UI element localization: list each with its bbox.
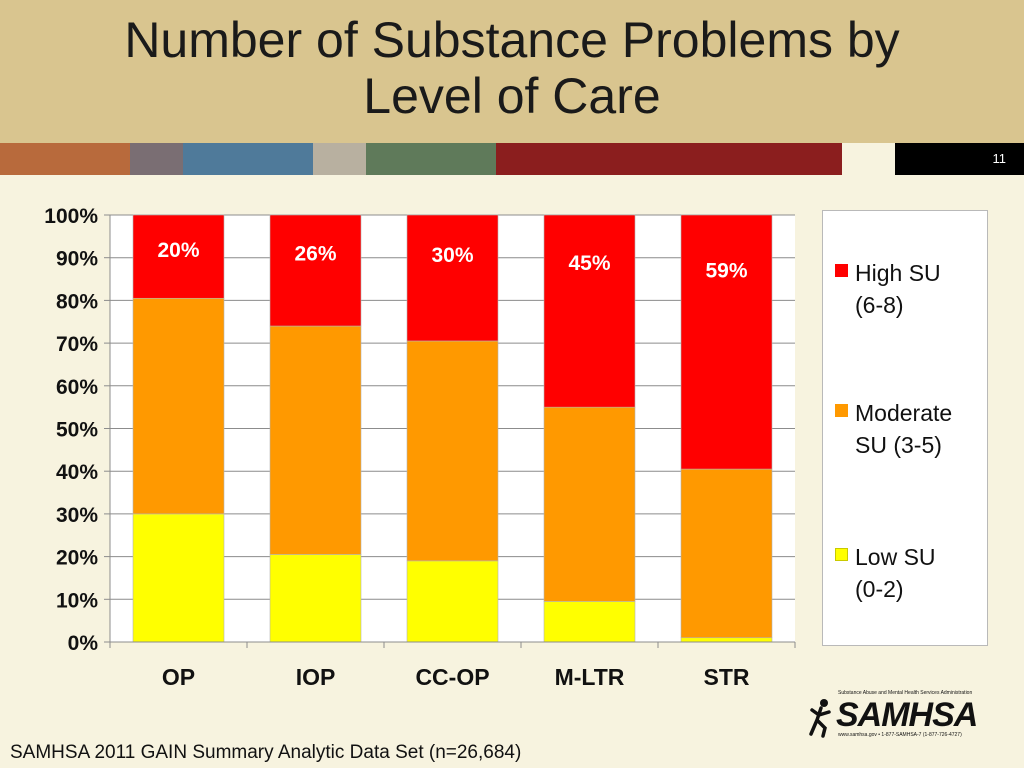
data-label: 30% <box>431 244 473 267</box>
data-label: 45% <box>568 252 610 275</box>
legend-swatch-high <box>835 264 848 277</box>
bar-segment <box>269 325 362 555</box>
x-tick-label: CC-OP <box>415 664 489 690</box>
bar-segment <box>406 214 499 342</box>
data-label: 59% <box>705 259 747 282</box>
y-tick-label: 70% <box>56 333 98 356</box>
legend-label-high-1: High SU <box>855 260 941 286</box>
strip-segment-2 <box>130 143 183 175</box>
legend-swatch-low <box>835 548 848 561</box>
slide-title-line-1: Number of Substance Problems by <box>124 12 900 68</box>
page-number: 11 <box>992 151 1007 166</box>
bar-segment <box>406 340 499 562</box>
legend-label-high-2: (6-8) <box>855 292 904 318</box>
strip-segment-8: 11 <box>895 143 1024 175</box>
bars <box>132 214 773 643</box>
x-axis: OP IOP CC-OP M-LTR STR <box>109 641 796 690</box>
bar-segment <box>406 560 499 643</box>
bar-segment <box>680 637 773 643</box>
x-tick-label: M-LTR <box>555 664 625 690</box>
legend-label-moderate-1: Moderate <box>855 400 953 426</box>
legend-swatch-moderate <box>835 404 848 417</box>
color-strip: 11 <box>0 143 1024 175</box>
samhsa-logo: Substance Abuse and Mental Health Servic… <box>808 690 978 740</box>
y-tick-label: 20% <box>56 547 98 570</box>
legend: High SU (6-8) Moderate SU (3-5) Low SU (… <box>822 210 988 646</box>
y-tick-label: 30% <box>56 504 98 527</box>
strip-segment-3 <box>183 143 313 175</box>
y-tick-label: 50% <box>56 419 98 442</box>
bar-segment <box>132 513 225 643</box>
strip-segment-1 <box>0 143 130 175</box>
running-figure-icon <box>809 699 831 738</box>
y-tick-label: 40% <box>56 461 98 484</box>
data-label: 20% <box>157 239 199 262</box>
strip-segment-5 <box>366 143 496 175</box>
bar-segment <box>132 214 225 299</box>
x-tick-label: IOP <box>296 664 336 690</box>
slide-title-line-2: Level of Care <box>363 68 661 124</box>
source-note: SAMHSA 2011 GAIN Summary Analytic Data S… <box>10 742 522 763</box>
stacked-bar-chart: 20% 26% 30% 45% 59% 0% 10% 20% 30% 40% 50% 60% 70% 8… <box>44 205 796 690</box>
bar-segment <box>680 468 773 639</box>
y-tick-label: 90% <box>56 248 98 271</box>
bar-segment <box>543 214 636 408</box>
data-labels: 20% 26% 30% 45% 59% <box>157 239 747 282</box>
x-tick-label: STR <box>704 664 750 690</box>
bar-segment <box>269 554 362 643</box>
logo-agency-name: Substance Abuse and Mental Health Servic… <box>838 690 973 696</box>
legend-label-low-2: (0-2) <box>855 576 904 602</box>
title-band: Number of Substance Problems by Level of… <box>0 0 1024 143</box>
data-label: 26% <box>294 242 336 265</box>
y-tick-label: 0% <box>68 632 99 655</box>
y-tick-label: 100% <box>44 205 98 228</box>
bar-segment <box>543 601 636 643</box>
bar-segment <box>680 214 773 470</box>
bar-segment <box>269 214 362 327</box>
strip-segment-6 <box>496 143 842 175</box>
y-tick-label: 60% <box>56 376 98 399</box>
logo-contact: www.samhsa.gov • 1-877-SAMHSA-7 (1-877-7… <box>838 732 962 738</box>
strip-segment-4 <box>313 143 366 175</box>
logo-wordmark: SAMHSA <box>836 696 978 734</box>
legend-label-moderate-2: SU (3-5) <box>855 432 942 458</box>
bar-segment <box>132 297 225 515</box>
bar-segment <box>543 406 636 602</box>
x-tick-label: OP <box>162 664 195 690</box>
strip-segment-7 <box>842 143 895 175</box>
y-axis: 0% 10% 20% 30% 40% 50% 60% 70% 80% 90% 100% <box>44 205 111 655</box>
slide-title: Number of Substance Problems by Level of… <box>0 12 1024 124</box>
legend-label-low-1: Low SU <box>855 544 936 570</box>
y-tick-label: 10% <box>56 589 98 612</box>
y-tick-label: 80% <box>56 290 98 313</box>
